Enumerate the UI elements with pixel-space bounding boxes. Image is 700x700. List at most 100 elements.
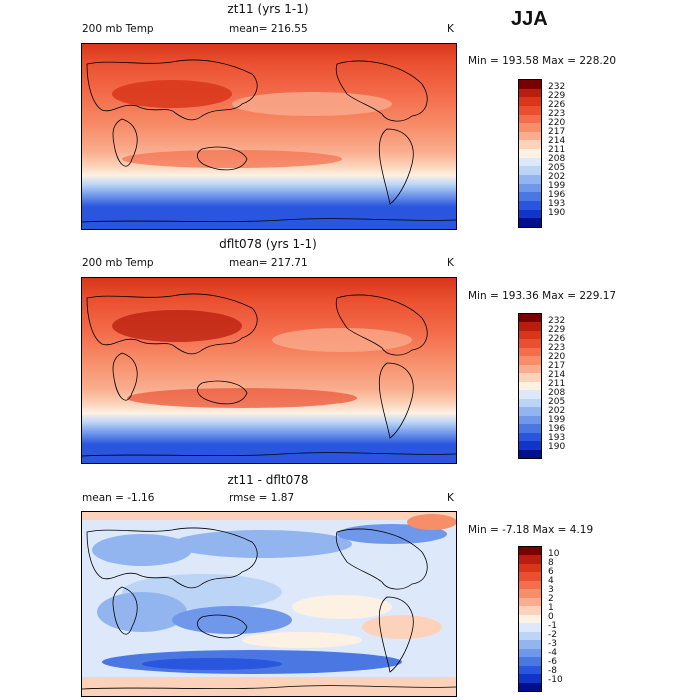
colorbar-tick: 217 xyxy=(548,127,566,137)
colorbar-swatch xyxy=(519,157,541,167)
colorbar-swatch xyxy=(519,572,541,581)
panel-1-minmax: Min = 193.58 Max = 228.20 xyxy=(468,55,617,67)
colorbar-swatch xyxy=(519,631,541,641)
colorbar-swatch xyxy=(519,218,541,227)
anomaly-blob xyxy=(92,534,192,566)
colorbar-tick: 226 xyxy=(548,100,566,110)
colorbar-tick: -2 xyxy=(548,630,557,640)
panel-1-warm-anomaly xyxy=(112,80,232,108)
colorbar-swatch xyxy=(519,441,541,450)
colorbar-tick: 229 xyxy=(548,91,566,101)
panel-2-minmax: Min = 193.36 Max = 229.17 xyxy=(468,290,617,302)
panel-1-field-label: 200 mb Temp xyxy=(82,23,154,35)
panel-3-mean: mean = -1.16 xyxy=(82,492,155,504)
colorbar-swatch xyxy=(519,665,541,675)
colorbar-tick: 229 xyxy=(548,325,566,335)
anomaly-blob xyxy=(97,592,187,632)
anomaly-blob xyxy=(142,658,282,670)
colorbar-tick: -10 xyxy=(548,675,563,685)
colorbar-tick: 4 xyxy=(548,576,554,586)
panel-3-title: zt11 - dflt078 xyxy=(227,473,309,487)
colorbar-swatch xyxy=(519,555,541,564)
colorbar-swatch xyxy=(519,589,541,598)
colorbar-swatch xyxy=(519,183,541,193)
panel-2-cool-band xyxy=(272,328,412,352)
colorbar-swatch xyxy=(519,449,541,458)
colorbar-tick: 214 xyxy=(548,370,566,380)
colorbar-tick: 217 xyxy=(548,361,566,371)
colorbar-tick: 220 xyxy=(548,118,566,128)
panel-3-coastlines xyxy=(82,527,456,690)
colorbar-tick: -3 xyxy=(548,639,557,649)
anomaly-blob xyxy=(172,530,352,558)
colorbar-swatch xyxy=(519,149,541,158)
colorbar-tick: 190 xyxy=(548,208,566,218)
colorbar-tick: 190 xyxy=(548,442,566,452)
colorbar-tick: 196 xyxy=(548,190,566,200)
colorbar-tick: 208 xyxy=(548,154,566,164)
colorbar-swatch xyxy=(519,140,541,150)
colorbar-swatch xyxy=(519,330,541,340)
colorbar-swatch xyxy=(519,614,541,624)
colorbar-swatch xyxy=(519,192,541,201)
colorbar-tick: 232 xyxy=(548,316,566,326)
panel-1-tropical-warm xyxy=(122,150,342,168)
panel-2-field-label: 200 mb Temp xyxy=(82,257,154,269)
colorbar-swatch xyxy=(519,175,541,184)
colorbar-swatch xyxy=(519,166,541,176)
colorbar-tick: 205 xyxy=(548,397,566,407)
colorbar-tick: 208 xyxy=(548,388,566,398)
colorbar-swatch xyxy=(519,682,541,691)
panel-1-title: zt11 (yrs 1-1) xyxy=(227,2,309,16)
colorbar-swatch xyxy=(519,648,541,658)
colorbar-tick: -8 xyxy=(548,666,557,676)
colorbar-tick: 226 xyxy=(548,334,566,344)
panel-2-title: dflt078 (yrs 1-1) xyxy=(219,237,317,251)
colorbar-swatch xyxy=(519,424,541,433)
panel-1-field-background xyxy=(82,44,456,229)
colorbar-swatch xyxy=(519,209,541,219)
colorbar-tick: 10 xyxy=(548,549,560,559)
colorbar-tick: 211 xyxy=(548,379,566,389)
panel-3-rmse: rmse = 1.87 xyxy=(229,492,295,504)
colorbar-swatch xyxy=(519,381,541,391)
colorbar-swatch xyxy=(519,339,541,348)
colorbar-swatch xyxy=(519,105,541,115)
panel-3-minmax: Min = -7.18 Max = 4.19 xyxy=(468,524,594,536)
colorbar-tick: 220 xyxy=(548,352,566,362)
colorbar-tick: 196 xyxy=(548,424,566,434)
colorbar-tick: -4 xyxy=(548,648,557,658)
colorbar-tick: 199 xyxy=(548,181,566,191)
panel-2-coastlines xyxy=(82,293,456,457)
colorbar-swatch xyxy=(519,347,541,357)
colorbar-tick: 214 xyxy=(548,136,566,146)
colorbar-tick: 193 xyxy=(548,199,566,209)
colorbar-tick: 202 xyxy=(548,406,566,416)
colorbar-swatch xyxy=(519,657,541,666)
colorbar-tick: 199 xyxy=(548,415,566,425)
colorbar-swatch xyxy=(519,674,541,683)
panel-2-units: K xyxy=(447,257,454,269)
colorbar-tick: 223 xyxy=(548,343,566,353)
colorbar-tick: -1 xyxy=(548,621,557,631)
panel-2-colorbar-ticks: 232 229 226 223 220 217 214 211 208 205 … xyxy=(548,313,588,459)
anomaly-blob xyxy=(407,514,456,530)
anomaly-blob xyxy=(362,615,442,639)
panel-3-map xyxy=(81,511,457,697)
colorbar-swatch xyxy=(519,398,541,408)
colorbar-swatch xyxy=(519,123,541,132)
anomaly-blob xyxy=(172,606,292,634)
colorbar-swatch xyxy=(519,597,541,607)
colorbar-swatch xyxy=(519,623,541,632)
colorbar-tick: 3 xyxy=(548,585,554,595)
colorbar-tick: 0 xyxy=(548,612,554,622)
colorbar-swatch xyxy=(519,432,541,442)
panel-1-coastlines xyxy=(82,59,456,223)
colorbar-tick: 6 xyxy=(548,567,554,577)
colorbar-tick: 193 xyxy=(548,433,566,443)
colorbar-swatch xyxy=(519,97,541,106)
colorbar-tick: 223 xyxy=(548,109,566,119)
panel-3-colorbar-ticks: 10 8 6 4 3 2 1 0 -1 -2 -3 -4 -6 -8 -10 xyxy=(548,546,588,692)
panel-2-field-background xyxy=(82,278,456,463)
colorbar-tick: 8 xyxy=(548,558,554,568)
